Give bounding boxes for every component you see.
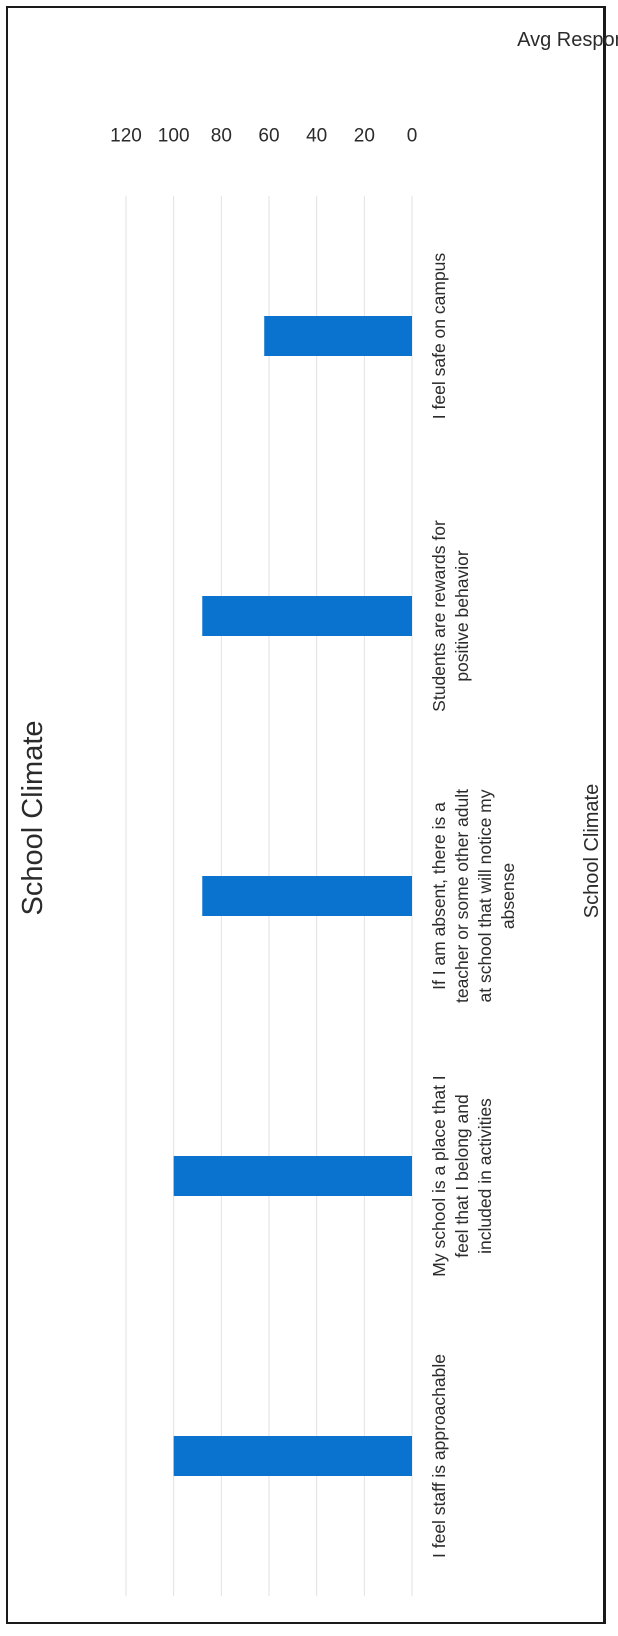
- y-axis-label: Avg Response: [517, 29, 618, 51]
- y-tick-label: 80: [211, 126, 232, 147]
- bar: [173, 1436, 412, 1476]
- chart-title: School Climate: [17, 720, 49, 915]
- bar: [202, 596, 412, 636]
- y-tick-label: 120: [110, 126, 142, 147]
- category-label: If I am absent, there is a teacher or som…: [429, 789, 518, 1003]
- bars: [173, 316, 412, 1476]
- y-tick-label: 0: [407, 126, 418, 147]
- category-label: I feel staff is approachable: [429, 1354, 449, 1558]
- y-tick-label: 20: [354, 126, 375, 147]
- category-label: I feel safe on campus: [429, 253, 449, 420]
- category-label: Students are rewards for positive behavio…: [429, 520, 472, 712]
- y-tick-label: 60: [258, 126, 279, 147]
- y-tick-label: 40: [306, 126, 327, 147]
- y-tick-label: 100: [158, 126, 190, 147]
- x-axis-label: School Climate: [581, 784, 603, 919]
- bar: [173, 1156, 412, 1196]
- chart-frame: [6, 6, 606, 1624]
- x-axis-categories: I feel staff is approachable My school is…: [429, 253, 518, 1558]
- bar: [264, 316, 412, 356]
- bar: [202, 876, 412, 916]
- y-axis-ticks: 0 20 40 60 80 100 120: [110, 126, 417, 147]
